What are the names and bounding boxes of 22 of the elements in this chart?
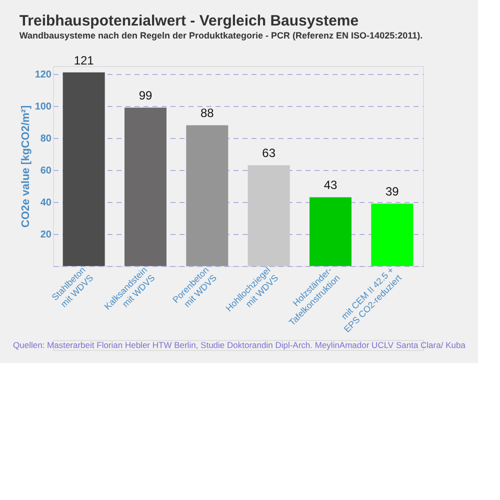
data-label: 43 <box>324 178 338 192</box>
y-axis-title: CO2e value [kgCO2/m²] <box>20 105 32 228</box>
data-label: 99 <box>138 88 152 103</box>
source-note: Quellen: Masterarbeit Florian Hebler HTW Berlin, Studie Doktorandin Dipl-Arch. MeylinAmador UCLV Santa Clara/ Kuba <box>13 340 466 350</box>
bar <box>186 125 228 266</box>
data-label: 63 <box>262 146 276 160</box>
bar <box>62 72 105 266</box>
data-label: 88 <box>200 106 214 120</box>
y-tick-label: 20 <box>40 230 52 240</box>
y-tick-label: 120 <box>34 70 52 80</box>
y-tick-label: 80 <box>40 134 52 144</box>
bar <box>310 197 352 266</box>
data-label: 39 <box>385 184 400 199</box>
y-tick-label: 100 <box>34 102 52 112</box>
bar <box>124 108 166 266</box>
bar <box>371 204 414 266</box>
y-tick-label: 40 <box>40 198 52 208</box>
chart-subtitle: Wandbausysteme nach den Regeln der Produktkategorie - PCR (Referenz EN ISO-14025:2011). <box>19 30 423 40</box>
y-tick-label: 60 <box>40 166 52 176</box>
chart-title: Treibhauspotenzialwert - Vergleich Bausysteme <box>19 12 359 30</box>
bar <box>248 165 290 266</box>
data-label: 121 <box>74 53 94 68</box>
